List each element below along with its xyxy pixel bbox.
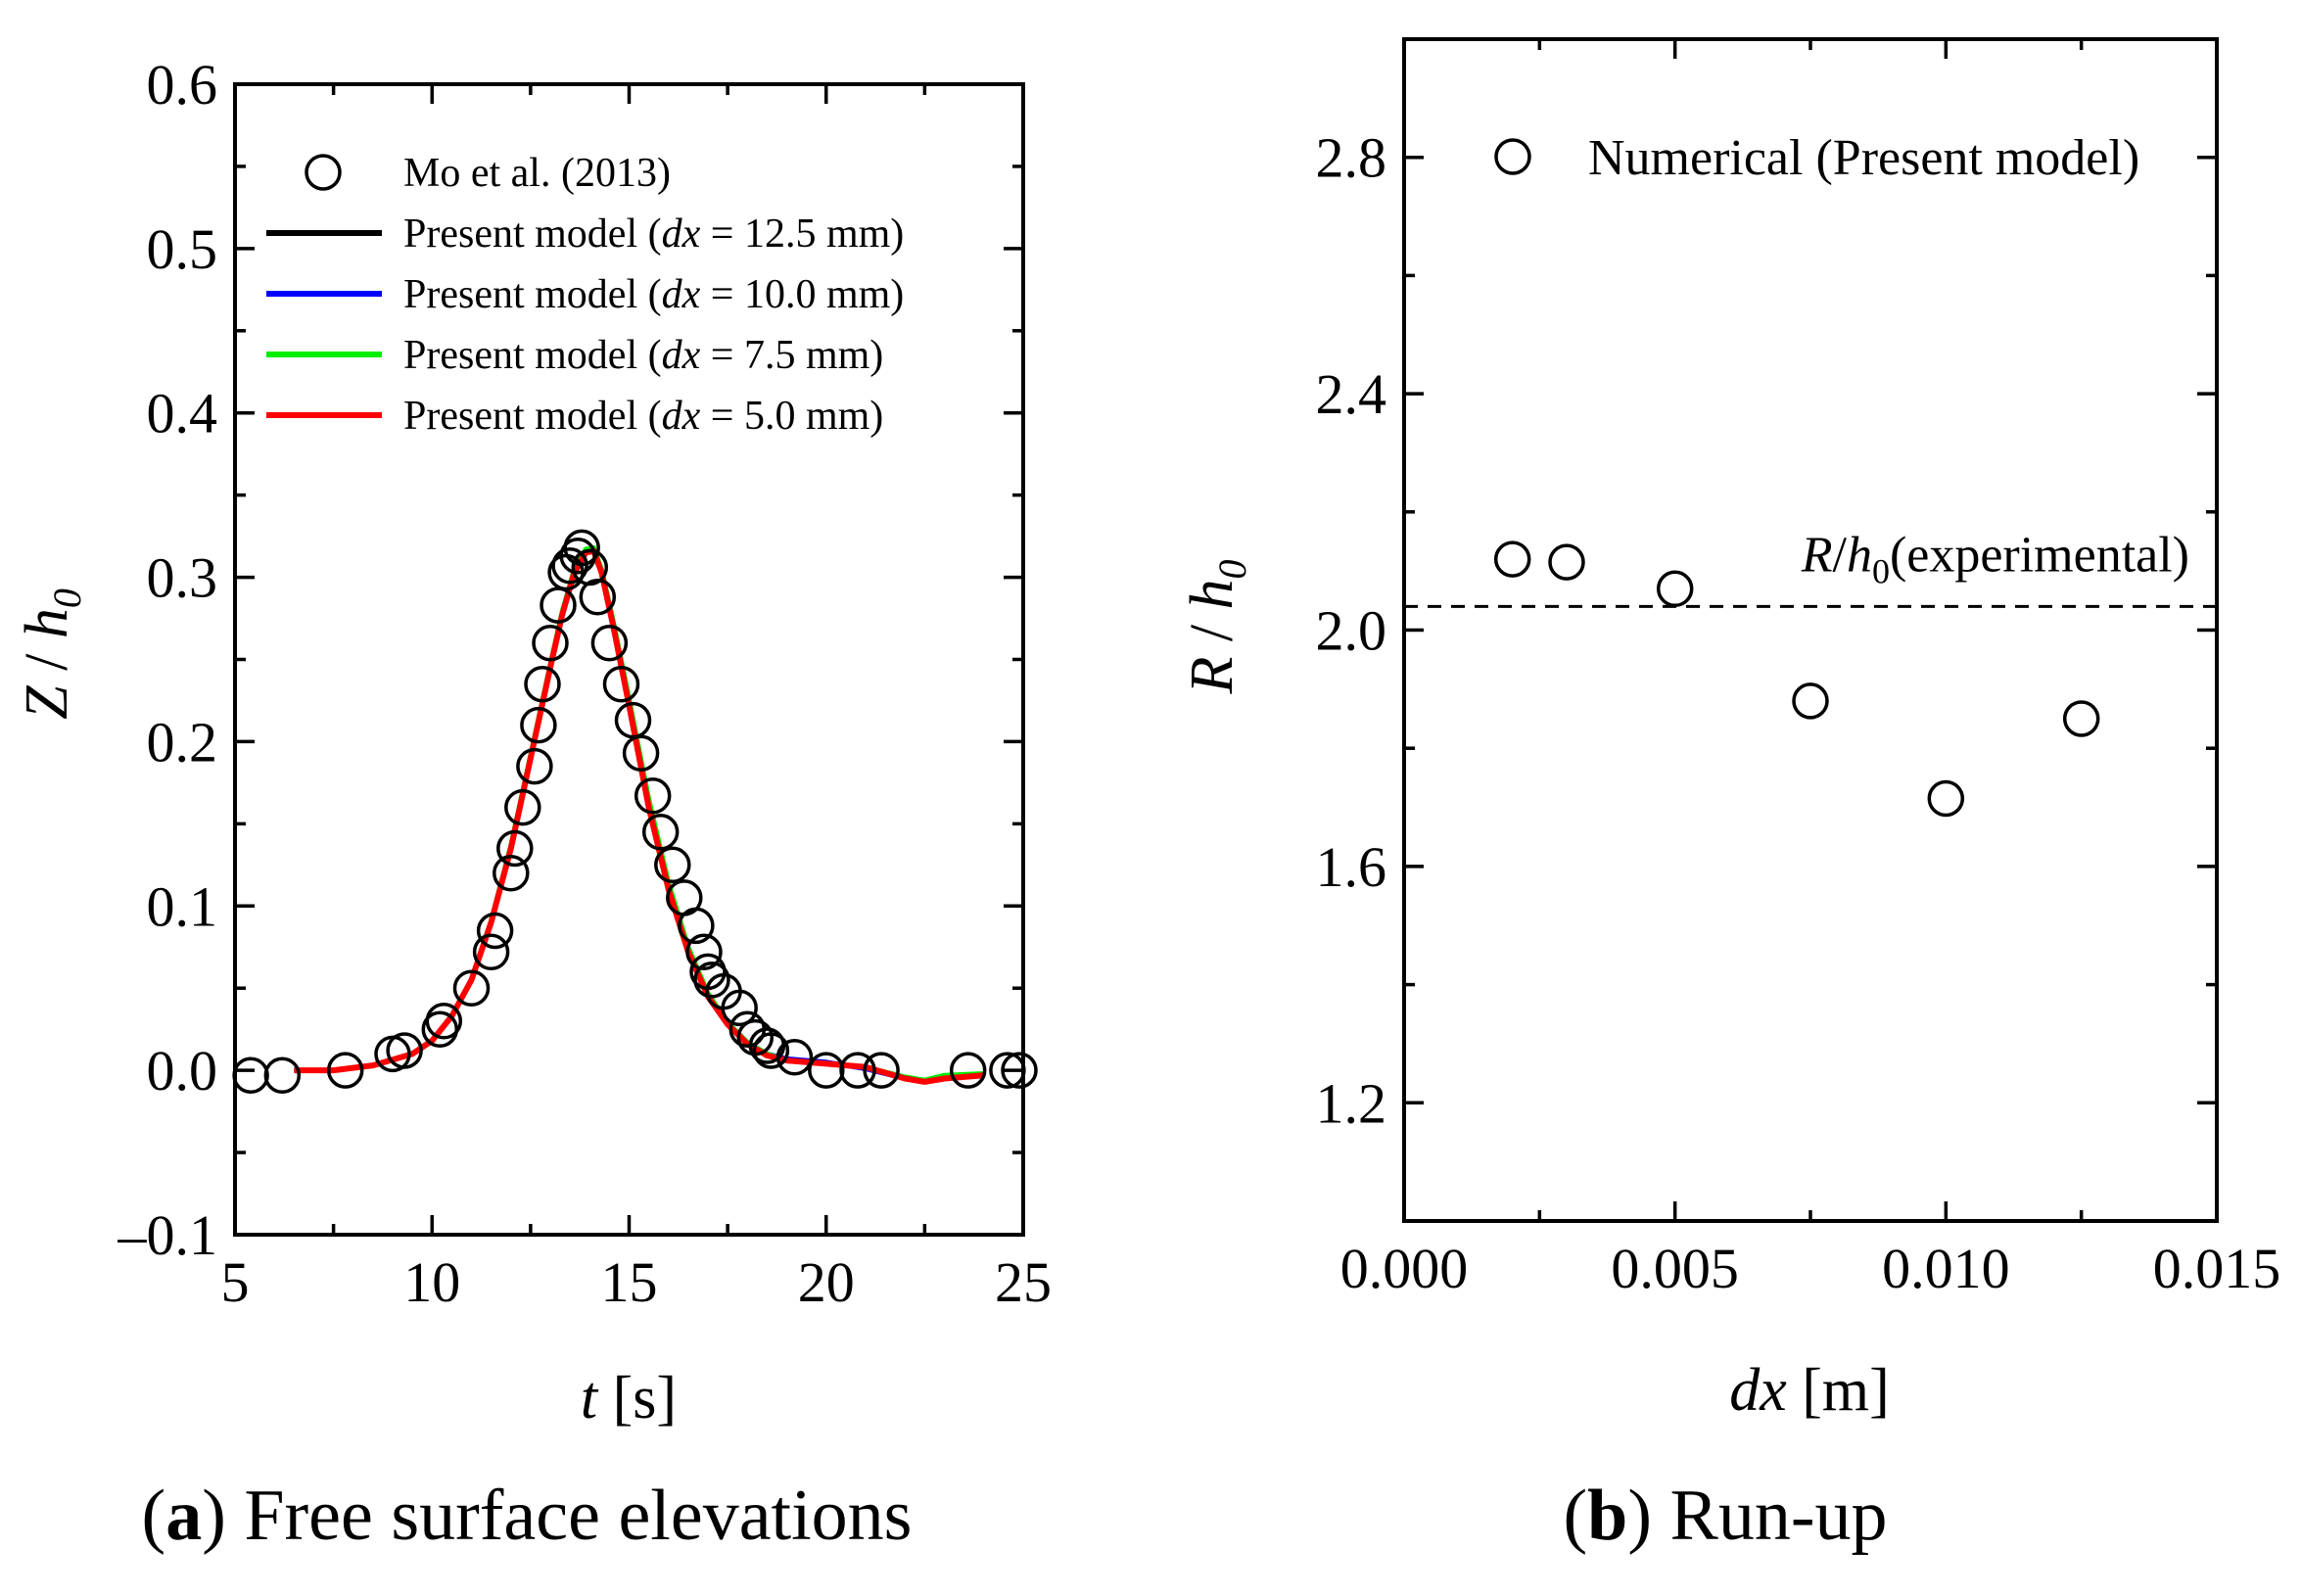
legend-marker-experimental bbox=[305, 154, 342, 191]
legend-a: Mo et al. (2013) Present model (dx = 12.… bbox=[266, 151, 904, 439]
x-tick-label-a: 10 bbox=[403, 1250, 460, 1314]
y-tick-label-a: 0.1 bbox=[147, 874, 218, 938]
series-line-dx-12-5 bbox=[294, 546, 985, 1085]
y-tick-label-b: 2.0 bbox=[1316, 599, 1387, 663]
experimental-point bbox=[496, 829, 534, 868]
legend-label-dx-5-0: Present model (dx = 5.0 mm) bbox=[403, 394, 883, 439]
y-tick-label-b: 2.8 bbox=[1316, 126, 1387, 190]
x-tick-label-a: 15 bbox=[601, 1250, 658, 1314]
experimental-point bbox=[654, 846, 691, 884]
legend-label-dx-12-5: Present model (dx = 12.5 mm) bbox=[403, 211, 904, 257]
legend-b: Numerical (Present model) bbox=[1494, 130, 2139, 186]
y-tick-label-a: 0.0 bbox=[147, 1039, 218, 1103]
tick-labels-b: 0.000 0.005 0.010 0.015 1.2 1.6 2.0 2.4 2.8 bbox=[1316, 126, 2281, 1300]
y-tick-label-a: 0.2 bbox=[147, 710, 218, 774]
y-tick-label-b: 2.4 bbox=[1316, 362, 1387, 426]
experimental-point bbox=[590, 624, 629, 662]
x-tick-label-b: 0.000 bbox=[1340, 1237, 1469, 1300]
y-tick-label-a: 0.3 bbox=[147, 546, 218, 610]
model-lines-a bbox=[294, 544, 985, 1085]
run-up-point bbox=[1548, 543, 1585, 581]
experimental-point bbox=[452, 969, 491, 1007]
experimental-point bbox=[602, 665, 640, 703]
experimental-point bbox=[839, 1052, 876, 1089]
experimental-point bbox=[263, 1056, 302, 1094]
experimental-point bbox=[614, 701, 652, 739]
experimental-point bbox=[949, 1052, 987, 1089]
experimental-point bbox=[563, 529, 600, 567]
experimental-point bbox=[524, 665, 561, 703]
x-tick-label-b: 0.005 bbox=[1611, 1237, 1739, 1300]
experimental-point bbox=[493, 854, 530, 892]
x-tick-label-b: 0.015 bbox=[2153, 1237, 2281, 1300]
experimental-point bbox=[721, 989, 758, 1027]
y-axis-label-b: R / h0 bbox=[1179, 559, 1254, 694]
experimental-point bbox=[520, 706, 557, 744]
experimental-point bbox=[326, 1052, 364, 1089]
experimental-point bbox=[622, 734, 660, 772]
experimental-point bbox=[634, 777, 672, 815]
x-tick-label-a: 20 bbox=[798, 1250, 855, 1314]
experimental-point bbox=[863, 1052, 900, 1089]
experimental-point bbox=[476, 912, 514, 950]
caption-b: (b) Run-up bbox=[1564, 1476, 1888, 1556]
y-tick-label-a: 0.4 bbox=[147, 382, 218, 446]
legend-label-numerical: Numerical (Present model) bbox=[1588, 130, 2139, 186]
experimental-point bbox=[540, 587, 577, 624]
y-tick-label-a: 0.5 bbox=[147, 217, 218, 281]
legend-label-dx-10-0: Present model (dx = 10.0 mm) bbox=[403, 272, 904, 317]
experimental-point bbox=[551, 547, 588, 585]
run-up-markers-b bbox=[1493, 540, 2100, 818]
x-axis-label-a: t [s] bbox=[581, 1365, 677, 1432]
experimental-point bbox=[693, 962, 730, 999]
panel-a-free-surface: 5 10 15 20 25 –0.1 0.0 0.1 0.2 0.3 0.4 0.5 0.6 Mo et… bbox=[14, 53, 1052, 1556]
experimental-point bbox=[1001, 1052, 1038, 1089]
y-tick-label-b: 1.2 bbox=[1316, 1071, 1387, 1135]
experimental-point bbox=[425, 1003, 463, 1040]
run-up-point bbox=[1493, 540, 1531, 578]
panel-b-run-up: 0.000 0.005 0.010 0.015 1.2 1.6 2.0 2.4 2.8 R/h0… bbox=[1179, 37, 2281, 1556]
plot-frame-b bbox=[1402, 37, 2219, 1223]
caption-a: (a) Free surface elevations bbox=[142, 1476, 913, 1556]
series-line-dx-7-5 bbox=[294, 544, 984, 1083]
y-tick-label-a: –0.1 bbox=[117, 1203, 218, 1267]
experimental-point bbox=[641, 814, 680, 851]
axis-ticks-a bbox=[233, 82, 1025, 1237]
series-line-dx-5-0 bbox=[294, 547, 985, 1085]
x-tick-label-b: 0.010 bbox=[1882, 1237, 2010, 1300]
axis-ticks-b bbox=[1402, 37, 2219, 1223]
run-up-point bbox=[1927, 779, 1965, 818]
experimental-point bbox=[752, 1032, 790, 1069]
tick-labels-a: 5 10 15 20 25 –0.1 0.0 0.1 0.2 0.3 0.4 0.5 0.6 bbox=[117, 53, 1053, 1314]
legend-label-experimental: Mo et al. (2013) bbox=[403, 151, 671, 196]
experimental-point bbox=[386, 1032, 423, 1069]
experimental-point bbox=[472, 933, 510, 971]
experimental-point bbox=[685, 933, 723, 971]
series-line-dx-10-0 bbox=[294, 548, 985, 1085]
legend-marker-numerical bbox=[1494, 138, 1531, 175]
experimental-point bbox=[516, 747, 553, 785]
experimental-point bbox=[232, 1056, 269, 1094]
x-axis-label-b: dx [m] bbox=[1729, 1357, 1890, 1424]
experimental-point bbox=[808, 1052, 845, 1089]
experimental-point bbox=[989, 1052, 1026, 1089]
run-up-point bbox=[2062, 700, 2100, 737]
x-tick-label-a: 5 bbox=[221, 1250, 250, 1314]
x-tick-label-a: 25 bbox=[995, 1250, 1052, 1314]
reference-line-label: R/h0(experimental) bbox=[1801, 527, 2189, 590]
y-axis-label-a: Z / h0 bbox=[14, 588, 89, 720]
y-tick-label-b: 1.6 bbox=[1316, 835, 1387, 899]
legend-label-dx-7-5: Present model (dx = 7.5 mm) bbox=[403, 333, 883, 378]
experimental-point bbox=[504, 788, 541, 826]
experimental-markers-a bbox=[232, 529, 1038, 1094]
experimental-point bbox=[775, 1038, 814, 1076]
experimental-point bbox=[579, 578, 617, 616]
experimental-point bbox=[678, 907, 715, 945]
run-up-point bbox=[1792, 682, 1829, 720]
experimental-point bbox=[532, 624, 569, 662]
run-up-point bbox=[1656, 570, 1694, 608]
y-tick-label-a: 0.6 bbox=[147, 53, 218, 117]
